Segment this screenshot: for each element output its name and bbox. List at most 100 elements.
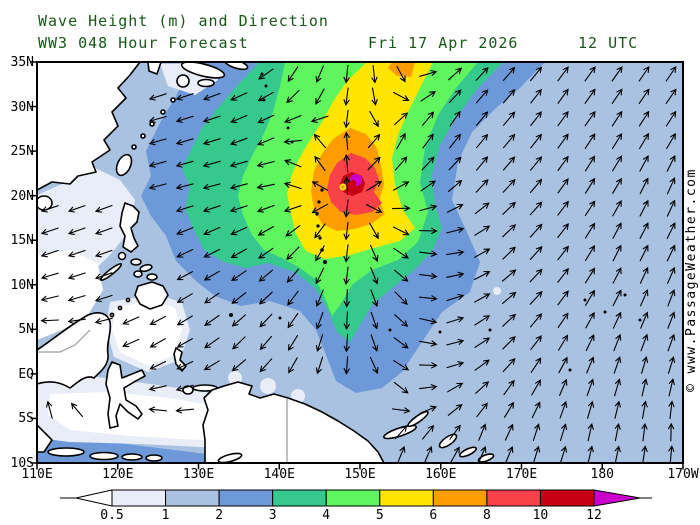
wave-arrow: [666, 154, 676, 172]
wave-arrow: [614, 400, 621, 419]
wave-arrow: [640, 333, 649, 352]
sea-region-calm-scs: [37, 250, 103, 340]
wave-arrow: [665, 88, 677, 104]
wave-arrow: [448, 156, 462, 171]
wave-arrow: [667, 289, 676, 307]
wave-arrow: [639, 155, 649, 172]
wave-arrow: [175, 384, 194, 392]
wave-arrow: [257, 114, 275, 124]
wave-arrow: [258, 291, 273, 305]
wave-arrow: [40, 249, 59, 258]
wave-arrow: [394, 112, 409, 126]
wave-arrow: [370, 311, 379, 330]
wave-arrow: [419, 250, 438, 257]
wave-arrow: [286, 268, 300, 284]
wave-arrow: [343, 288, 350, 308]
wave-arrow: [343, 311, 350, 331]
wave-arrow: [529, 290, 543, 305]
wave-arrow: [420, 180, 436, 192]
legend-color-bar: [60, 489, 652, 507]
land-halmahera: [173, 347, 187, 372]
wave-arrow: [584, 155, 596, 172]
wave-arrow: [448, 89, 462, 104]
wave-arrow: [175, 138, 194, 146]
wave-arrow: [614, 378, 622, 397]
wave-arrow: [204, 292, 220, 304]
wave-arrow: [370, 289, 379, 308]
wave-arrow: [315, 311, 324, 330]
wave-arrow: [67, 272, 86, 280]
land-luzon: [119, 202, 140, 253]
wave-arrow: [667, 333, 676, 352]
lat-label-35N: 35N: [10, 55, 34, 70]
island-visayas: [130, 258, 142, 266]
wave-arrow: [638, 88, 650, 104]
wave-arrow: [665, 66, 677, 82]
wave-arrow: [343, 131, 350, 151]
wave-arrow: [639, 266, 649, 284]
wave-arrow: [369, 222, 379, 240]
wave-arrow: [343, 356, 350, 375]
wave-arrow: [446, 203, 464, 213]
wave-arrow: [283, 181, 302, 190]
wave-arrow: [367, 156, 381, 171]
wave-arrow: [343, 244, 350, 263]
wave-arrow: [256, 160, 275, 168]
wave-arrow: [667, 355, 676, 374]
wave-arrow: [585, 289, 596, 306]
wave-arrow: [67, 227, 86, 235]
legend-segment-4: [325, 489, 381, 507]
wave-arrow: [392, 181, 410, 191]
island-sulu-arc: [125, 297, 131, 303]
wave-arrow: [176, 248, 194, 258]
wave-arrow: [419, 69, 438, 77]
island-palawan: [99, 262, 123, 282]
sea-low-patch: [260, 378, 276, 394]
wave-arrow: [502, 224, 517, 238]
wave-arrow: [343, 87, 350, 106]
forecast-model-label: WW3 048 Hour Forecast: [38, 34, 249, 52]
wave-arrow: [614, 422, 621, 442]
lat-label-20N: 20N: [10, 188, 34, 204]
wave-arrow: [370, 267, 379, 285]
wave-arrow: [94, 249, 113, 258]
wave-arrow: [502, 66, 516, 81]
wave-arrow: [422, 424, 435, 440]
legend-segment-2: [218, 489, 274, 507]
wave-arrow: [229, 205, 248, 213]
wave-arrow: [474, 337, 491, 348]
wave-arrow: [176, 271, 194, 281]
wave-arrow: [474, 293, 491, 303]
island-ryukyu: [140, 133, 146, 139]
sea-region-2-3m-southwest: [37, 437, 215, 463]
lat-label-10S: 10S: [10, 456, 34, 471]
land-borneo: [37, 312, 112, 389]
island-bougainville: [438, 433, 458, 449]
forecast-time: 12 UTC: [578, 34, 639, 52]
wave-arrow: [666, 199, 676, 217]
wave-arrow: [203, 248, 221, 258]
wave-arrow: [559, 400, 568, 419]
wave-arrow: [531, 379, 541, 396]
legend-tick-12: 12: [586, 508, 602, 523]
wave-arrow: [67, 205, 86, 213]
wave-arrow: [475, 66, 489, 81]
island-lesser-sunda: [145, 454, 163, 462]
wave-arrow: [258, 269, 274, 282]
wave-arrow: [315, 334, 324, 353]
wave-arrow: [585, 311, 595, 329]
wave-arrow: [530, 88, 542, 104]
wave-arrow: [202, 138, 221, 146]
wave-arrow: [447, 382, 464, 393]
wave-arrow: [612, 199, 622, 217]
wave-arrow: [70, 402, 83, 418]
wave-arrow: [639, 222, 649, 239]
wave-arrow: [175, 160, 194, 168]
passageweather-watermark: © www.PassageWeather.com: [684, 168, 699, 392]
wave-arrow: [529, 178, 543, 194]
wave-arrow: [370, 334, 379, 352]
wave-arrow: [476, 133, 489, 149]
wave-arrow: [505, 445, 514, 463]
wave-arrow: [396, 65, 406, 83]
